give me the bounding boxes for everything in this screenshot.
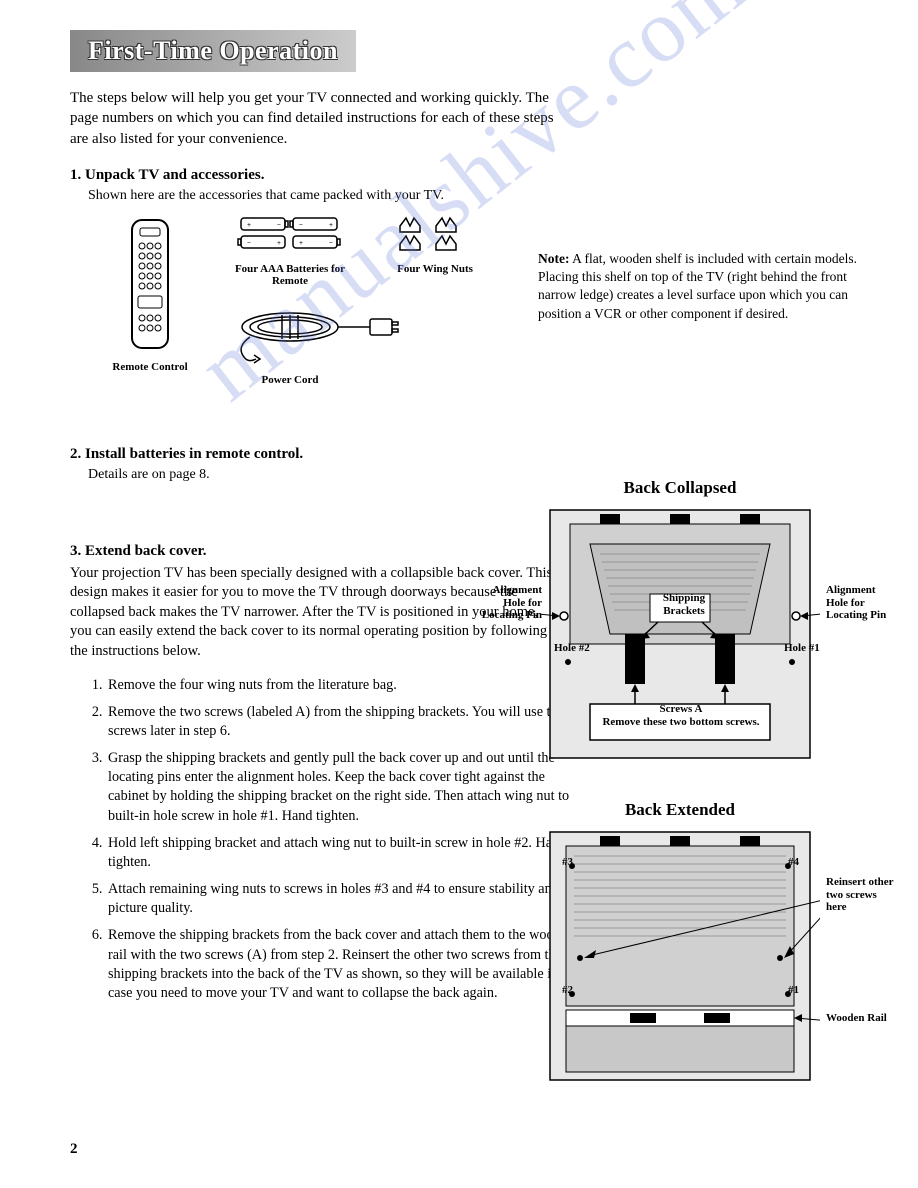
wingnuts-icon bbox=[390, 214, 480, 256]
note-text: A flat, wooden shelf is included with ce… bbox=[538, 251, 857, 321]
step1-sub: Shown here are the accessories that came… bbox=[88, 188, 858, 204]
diagram-collapsed: Back Collapsed bbox=[540, 478, 820, 769]
diag2-h4-label: #4 bbox=[788, 856, 799, 869]
note-block: Note: A flat, wooden shelf is included w… bbox=[538, 250, 878, 323]
accessory-batteries-wingnuts: + − − + − + + − Four AAA Batteries for Remot… bbox=[220, 214, 360, 386]
diag1-align-right: Alignment Hole for Locating Pin bbox=[826, 584, 896, 622]
svg-text:−: − bbox=[247, 239, 251, 247]
remote-icon bbox=[110, 214, 190, 354]
banner-text: First-Time Operation bbox=[88, 36, 338, 65]
page-banner: First-Time Operation bbox=[70, 30, 356, 72]
step3-title: Extend back cover. bbox=[85, 543, 207, 559]
list-item: Remove the two screws (labeled A) from t… bbox=[106, 703, 586, 741]
list-item: Grasp the shipping brackets and gently p… bbox=[106, 749, 586, 826]
list-item: Hold left shipping bracket and attach wi… bbox=[106, 834, 586, 872]
svg-text:+: + bbox=[247, 221, 251, 229]
remote-label: Remote Control bbox=[110, 361, 190, 373]
list-item: Remove the shipping brackets from the ba… bbox=[106, 926, 586, 1003]
accessory-wingnuts: Four Wing Nuts bbox=[390, 214, 480, 386]
diag2-rail-label: Wooden Rail bbox=[826, 1012, 906, 1025]
batteries-icon: + − − + − + + − bbox=[235, 214, 345, 256]
page-number: 2 bbox=[70, 1141, 78, 1158]
diag1-hole1-label: Hole #1 bbox=[784, 642, 820, 655]
diag2-h1-label: #1 bbox=[788, 984, 799, 997]
batteries-label: Four AAA Batteries for Remote bbox=[220, 263, 360, 287]
step1-title: Unpack TV and accessories. bbox=[85, 167, 264, 183]
step3-list: Remove the four wing nuts from the liter… bbox=[106, 676, 586, 1004]
step2-num: 2. bbox=[70, 446, 81, 462]
diag1-align-left: Alignment Hole for Locating Pin bbox=[480, 584, 542, 622]
step1-heading: 1. Unpack TV and accessories. bbox=[70, 167, 858, 184]
powercord-icon bbox=[220, 307, 400, 367]
svg-text:+: + bbox=[299, 239, 303, 247]
powercord-label: Power Cord bbox=[220, 374, 360, 386]
step3-num: 3. bbox=[70, 543, 81, 559]
svg-text:+: + bbox=[329, 221, 333, 229]
diag1-hole2-label: Hole #2 bbox=[554, 642, 590, 655]
svg-text:−: − bbox=[299, 221, 303, 229]
intro-paragraph: The steps below will help you get your T… bbox=[70, 88, 560, 149]
diag1-shipping-label: Shipping Brackets bbox=[656, 592, 712, 617]
diag1-title: Back Collapsed bbox=[540, 478, 820, 498]
diag2-svg bbox=[540, 826, 820, 1086]
note-prefix: Note: bbox=[538, 251, 569, 266]
step2-heading: 2. Install batteries in remote control. bbox=[70, 446, 858, 463]
svg-text:+: + bbox=[277, 239, 281, 247]
accessory-remote: Remote Control bbox=[110, 214, 190, 386]
svg-text:−: − bbox=[277, 221, 281, 229]
list-item: Attach remaining wing nuts to screws in … bbox=[106, 880, 586, 918]
diag1-screws-label: Screws ARemove these two bottom screws. bbox=[596, 703, 766, 728]
diag2-h2-label: #2 bbox=[562, 984, 573, 997]
svg-text:−: − bbox=[329, 239, 333, 247]
diagram-extended: Back Extended bbox=[540, 800, 820, 1091]
step2-title: Install batteries in remote control. bbox=[85, 446, 303, 462]
diag2-title: Back Extended bbox=[540, 800, 820, 820]
diag2-h3-label: #3 bbox=[562, 856, 573, 869]
step1-num: 1. bbox=[70, 167, 81, 183]
diag2-reinsert-label: Reinsert other two screws here bbox=[826, 876, 896, 914]
list-item: Remove the four wing nuts from the liter… bbox=[106, 676, 586, 695]
wingnuts-label: Four Wing Nuts bbox=[390, 263, 480, 275]
